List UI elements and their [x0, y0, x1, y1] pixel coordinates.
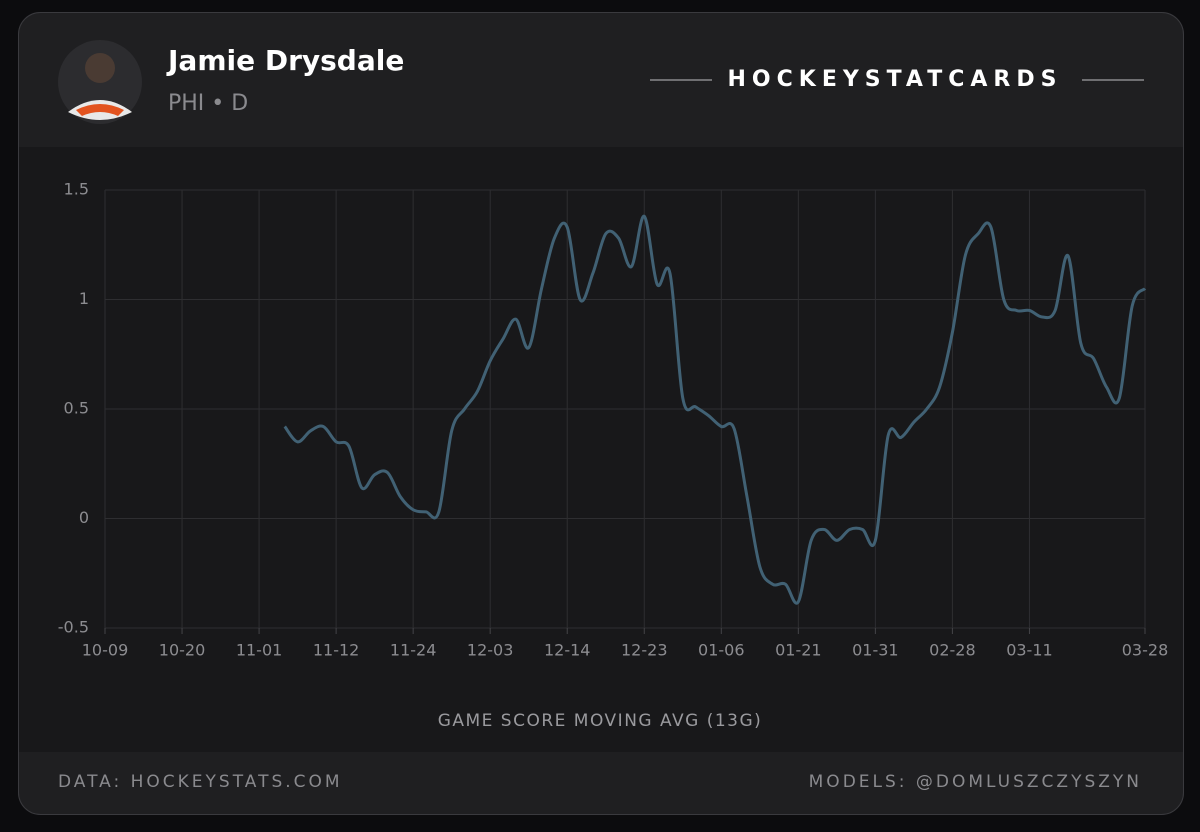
player-name: Jamie Drysdale [166, 44, 404, 77]
y-tick-label: 0.5 [64, 399, 89, 418]
brand: HOCKEYSTATCARDS [728, 67, 1063, 92]
x-axis-label: GAME SCORE MOVING AVG (13G) [438, 711, 763, 731]
y-tick-label: 1 [79, 289, 89, 308]
x-tick-label: 03-28 [1122, 641, 1169, 660]
x-tick-label: 11-01 [236, 641, 283, 660]
data-source: DATA: HOCKEYSTATS.COM [58, 772, 343, 792]
card-border [18, 12, 1184, 815]
y-tick-label: 1.5 [64, 180, 89, 199]
card-bg [18, 12, 1184, 815]
team-position: PHI • D [168, 91, 248, 116]
x-tick-label: 01-31 [852, 641, 899, 660]
x-tick-label: 10-20 [159, 641, 206, 660]
y-tick-label: 0 [79, 508, 89, 527]
avatar [58, 40, 142, 124]
x-tick-label: 11-12 [313, 641, 360, 660]
x-tick-label: 10-09 [82, 641, 129, 660]
x-tick-label: 12-23 [621, 641, 668, 660]
x-tick-label: 02-28 [929, 641, 976, 660]
x-tick-label: 11-24 [390, 641, 437, 660]
x-tick-label: 03-11 [1006, 641, 1053, 660]
x-tick-label: 12-14 [544, 641, 591, 660]
x-tick-label: 12-03 [467, 641, 514, 660]
x-tick-label: 01-21 [775, 641, 822, 660]
y-tick-label: -0.5 [58, 618, 89, 637]
plot: -0.5 0 0.5 1 1.5 10-09 10-20 11-01 11-12 11-24 12-… [58, 180, 1168, 660]
models-credit: MODELS: @DOMLUSZCZYSZYN [809, 772, 1142, 792]
line-series [283, 214, 1147, 605]
x-tick-label: 01-06 [698, 641, 745, 660]
